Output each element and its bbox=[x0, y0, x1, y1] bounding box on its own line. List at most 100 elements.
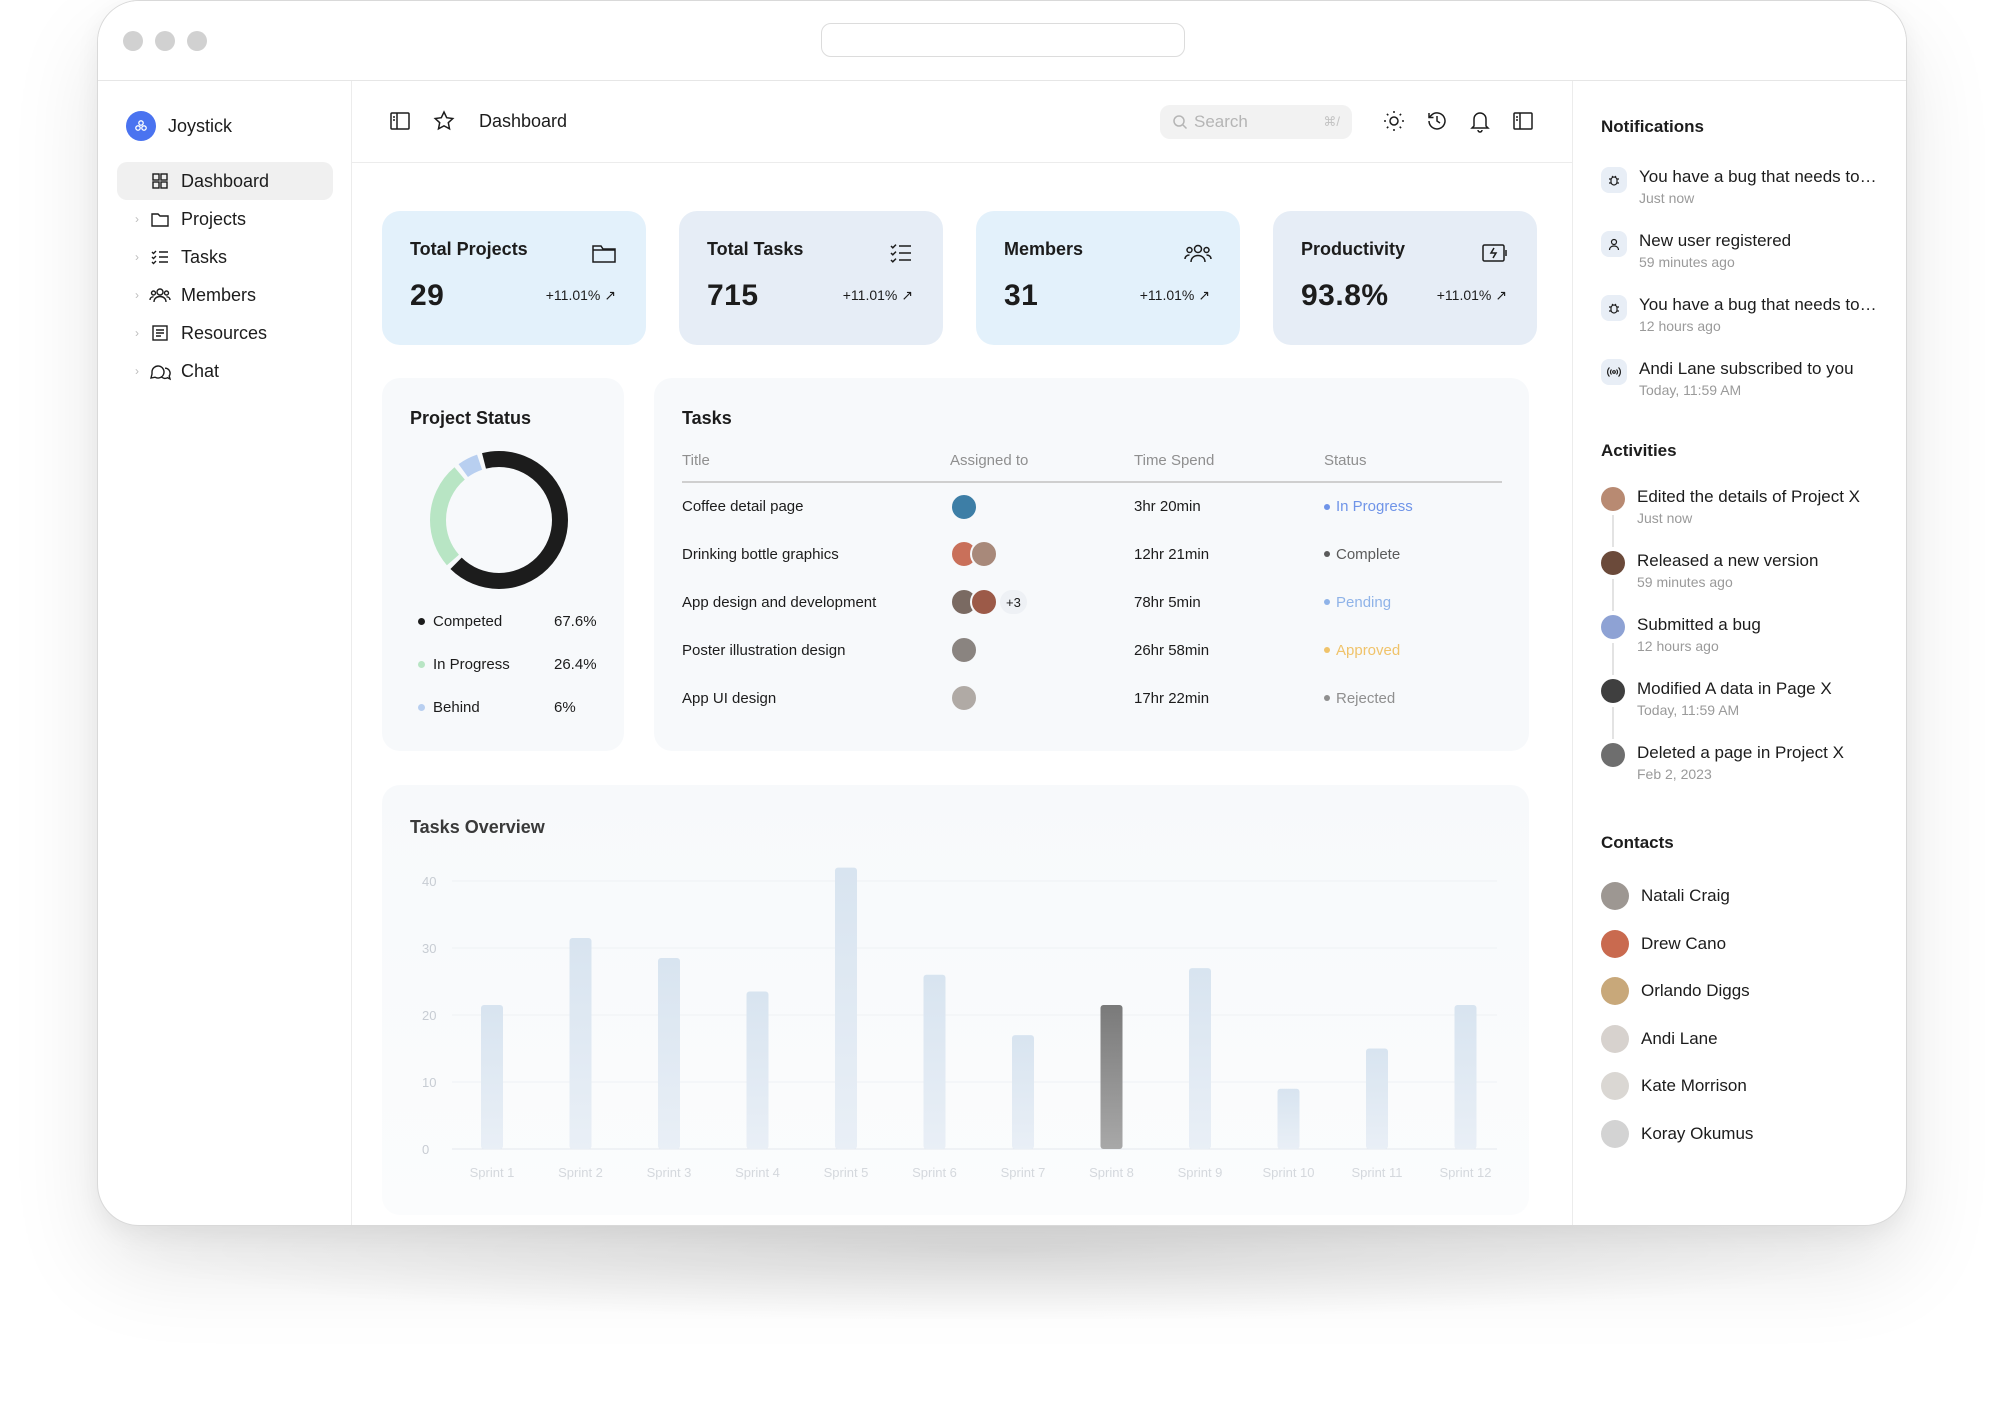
avatar[interactable] bbox=[950, 684, 978, 712]
table-row[interactable]: Coffee detail page 3hr 20min In Progress bbox=[682, 482, 1502, 530]
bar-sprint-7[interactable] bbox=[1012, 1035, 1034, 1149]
sidebar: Joystick Dashboard › Projects › bbox=[98, 81, 352, 1225]
chevron-right-icon[interactable]: › bbox=[135, 364, 139, 378]
history-icon[interactable] bbox=[1424, 108, 1450, 134]
bar-sprint-5[interactable] bbox=[835, 867, 857, 1149]
star-icon[interactable] bbox=[431, 108, 457, 134]
notification-item[interactable]: New user registered 59 minutes ago bbox=[1601, 231, 1891, 271]
notification-item[interactable]: You have a bug that needs to be fixed 12 … bbox=[1601, 295, 1891, 335]
bar-sprint-9[interactable] bbox=[1189, 968, 1211, 1149]
right-panel-toggle-icon[interactable] bbox=[1510, 108, 1536, 134]
notification-text: You have a bug that needs to be fixed bbox=[1639, 167, 1879, 186]
task-title: App UI design bbox=[682, 689, 777, 707]
stat-card-productivity[interactable]: Productivity 93.8% +11.01% ↗ bbox=[1273, 211, 1537, 345]
activity-item[interactable]: Released a new version 59 minutes ago bbox=[1601, 551, 1891, 591]
maximize-window-button[interactable] bbox=[187, 31, 207, 51]
sidebar-item-resources[interactable]: › Resources bbox=[117, 314, 333, 352]
notifications-title: Notifications bbox=[1601, 117, 1704, 136]
sidebar-item-label: Projects bbox=[181, 208, 247, 229]
table-row[interactable]: Drinking bottle graphics 12hr 21min Comple… bbox=[682, 530, 1502, 578]
bar-sprint-11[interactable] bbox=[1366, 1048, 1388, 1150]
sidebar-item-chat[interactable]: › Chat bbox=[117, 352, 333, 390]
sidebar-toggle-icon[interactable] bbox=[387, 108, 413, 134]
avatar bbox=[1601, 679, 1625, 703]
legend-value: 67.6% bbox=[554, 613, 597, 630]
stat-label: Total Projects bbox=[410, 239, 528, 259]
card-title: Tasks bbox=[682, 408, 732, 428]
contact-item[interactable]: Andi Lane bbox=[1601, 1024, 1718, 1053]
notification-time: Just now bbox=[1639, 190, 1695, 206]
address-bar[interactable] bbox=[821, 23, 1185, 57]
status-dot bbox=[1324, 599, 1330, 605]
avatar bbox=[1601, 977, 1629, 1006]
contact-name: Drew Cano bbox=[1641, 933, 1727, 953]
time-spend: 17hr 22min bbox=[1134, 689, 1210, 707]
search-input[interactable]: Search ⌘/ bbox=[1160, 105, 1352, 139]
column-header[interactable]: Assigned to bbox=[950, 440, 1134, 483]
bar-sprint-2[interactable] bbox=[569, 937, 592, 1149]
sidebar-item-projects[interactable]: › Projects bbox=[117, 200, 333, 238]
contact-item[interactable]: Koray Okumus bbox=[1601, 1120, 1753, 1148]
time-spend: 12hr 21min bbox=[1134, 545, 1210, 563]
stat-card-total-tasks[interactable]: Total Tasks 715 +11.01% ↗ bbox=[679, 211, 943, 345]
bar-sprint-3[interactable] bbox=[658, 958, 680, 1149]
sidebar-item-members[interactable]: › Members bbox=[117, 276, 333, 314]
avatar[interactable] bbox=[950, 492, 978, 521]
activity-text: Modified A data in Page X bbox=[1637, 679, 1832, 698]
sidebar-item-tasks[interactable]: › Tasks bbox=[117, 238, 333, 276]
avatar bbox=[1601, 882, 1629, 910]
column-header[interactable]: Time Spend bbox=[1134, 440, 1324, 483]
bell-icon[interactable] bbox=[1467, 108, 1493, 134]
close-window-button[interactable] bbox=[123, 31, 143, 51]
contact-name: Orlando Diggs bbox=[1641, 981, 1750, 1001]
activity-text: Edited the details of Project X bbox=[1637, 487, 1861, 506]
notification-item[interactable]: Andi Lane subscribed to you Today, 11:59 … bbox=[1601, 359, 1891, 399]
broadcast-icon bbox=[1601, 359, 1627, 385]
sidebar-item-dashboard[interactable]: Dashboard bbox=[117, 162, 333, 200]
avatar-group bbox=[950, 540, 1134, 568]
bar-sprint-12[interactable] bbox=[1454, 1004, 1477, 1149]
legend-label: Competed bbox=[433, 613, 503, 630]
more-assignees-badge[interactable]: +3 bbox=[1000, 590, 1027, 614]
chevron-right-icon[interactable]: › bbox=[135, 212, 139, 226]
contact-item[interactable]: Natali Craig bbox=[1601, 882, 1730, 910]
users-icon bbox=[149, 284, 171, 306]
bar-sprint-6[interactable] bbox=[923, 974, 946, 1149]
bug-icon bbox=[1601, 295, 1627, 321]
chevron-right-icon[interactable]: › bbox=[135, 288, 139, 302]
activity-text: Deleted a page in Project X bbox=[1637, 743, 1844, 762]
activity-item[interactable]: Submitted a bug 12 hours ago bbox=[1601, 615, 1891, 655]
legend-dot bbox=[418, 618, 425, 625]
brand[interactable]: Joystick bbox=[126, 111, 232, 141]
chevron-right-icon[interactable]: › bbox=[135, 326, 139, 340]
activity-item[interactable]: Deleted a page in Project X Feb 2, 2023 bbox=[1601, 743, 1891, 783]
column-header[interactable]: Status bbox=[1324, 440, 1502, 483]
sun-icon[interactable] bbox=[1381, 108, 1407, 134]
chevron-right-icon[interactable]: › bbox=[135, 250, 139, 264]
table-row[interactable]: App design and development +3 78hr 5min Pen… bbox=[682, 578, 1502, 626]
bar-sprint-10[interactable] bbox=[1277, 1088, 1300, 1149]
minimize-window-button[interactable] bbox=[155, 31, 175, 51]
column-header[interactable]: Title bbox=[682, 440, 950, 483]
notification-item[interactable]: You have a bug that needs to be fixed Jus… bbox=[1601, 167, 1891, 207]
contact-item[interactable]: Drew Cano bbox=[1601, 929, 1727, 958]
sidebar-item-label: Members bbox=[181, 284, 257, 305]
stat-value: 31 bbox=[1004, 279, 1039, 312]
checklist-icon bbox=[887, 239, 915, 267]
bar-sprint-4[interactable] bbox=[746, 991, 769, 1149]
contact-item[interactable]: Kate Morrison bbox=[1601, 1072, 1747, 1101]
stat-card-total-projects[interactable]: Total Projects 29 +11.01% ↗ bbox=[382, 211, 646, 345]
bug-icon bbox=[1601, 167, 1627, 193]
contact-item[interactable]: Orlando Diggs bbox=[1601, 977, 1750, 1006]
bar-sprint-8[interactable] bbox=[1100, 1004, 1123, 1149]
avatar[interactable] bbox=[970, 540, 998, 568]
tasks-overview-chart: 0 10 20 30 40 Sprint 1 Sprint 2 Sprint 3 Sprint … bbox=[422, 867, 1497, 1180]
table-row[interactable]: Poster illustration design 26hr 58min Appr… bbox=[682, 626, 1502, 674]
avatar[interactable] bbox=[950, 636, 978, 664]
activity-item[interactable]: Modified A data in Page X Today, 11:59 AM bbox=[1601, 679, 1891, 719]
avatar[interactable] bbox=[970, 588, 998, 616]
stat-card-members[interactable]: Members 31 +11.01% ↗ bbox=[976, 211, 1240, 345]
activity-item[interactable]: Edited the details of Project X Just now bbox=[1601, 487, 1891, 527]
table-row[interactable]: App UI design 17hr 22min Rejected bbox=[682, 674, 1502, 722]
bar-sprint-1[interactable] bbox=[481, 1004, 503, 1149]
